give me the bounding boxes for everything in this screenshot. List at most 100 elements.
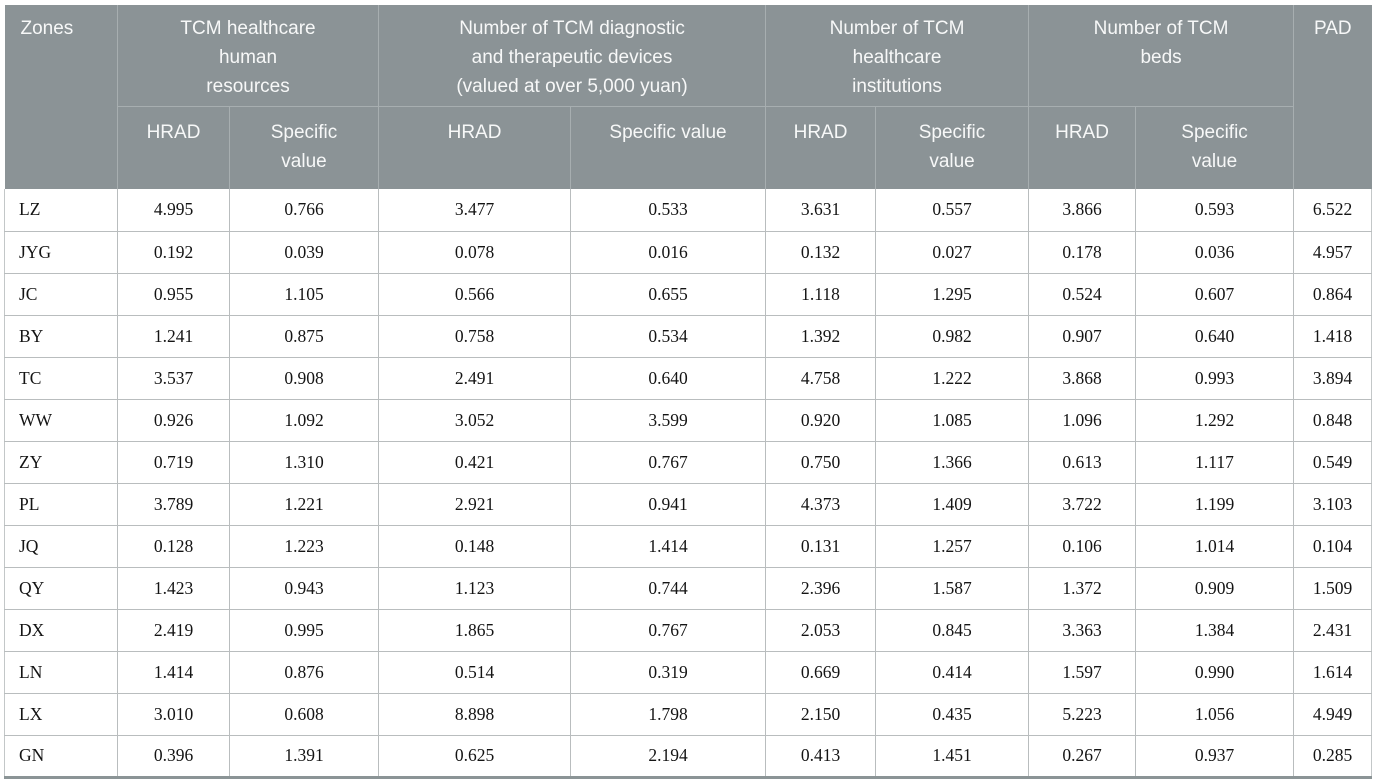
value-cell: 0.078 — [378, 231, 571, 274]
value-cell: 0.104 — [1293, 525, 1373, 568]
value-cell: 0.608 — [228, 693, 379, 736]
value-cell: 1.096 — [1028, 399, 1136, 442]
value-cell: 0.285 — [1293, 735, 1373, 778]
value-cell: 0.744 — [570, 567, 766, 610]
value-cell: 1.597 — [1028, 651, 1136, 694]
zone-cell: JC — [4, 273, 118, 316]
table-row: GN 0.396 1.391 0.625 2.194 0.413 1.451 0.267 0.9… — [4, 735, 1373, 778]
value-cell: 0.027 — [875, 231, 1029, 274]
value-cell: 0.192 — [117, 231, 230, 274]
value-cell: 1.409 — [875, 483, 1029, 526]
zone-cell: BY — [4, 315, 118, 358]
subheader-specific-healthcare-institutions: Specific value — [875, 106, 1029, 189]
value-cell: 0.566 — [378, 273, 571, 316]
table-row: TC 3.537 0.908 2.491 0.640 4.758 1.222 3.868 0.9… — [4, 357, 1373, 400]
value-cell: 1.509 — [1293, 567, 1373, 610]
value-cell: 1.292 — [1135, 399, 1294, 442]
value-cell: 2.150 — [765, 693, 876, 736]
table-row: ZY 0.719 1.310 0.421 0.767 0.750 1.366 0.613 1.1… — [4, 441, 1373, 484]
value-cell: 3.477 — [378, 189, 571, 232]
zone-cell: JQ — [4, 525, 118, 568]
value-cell: 0.132 — [765, 231, 876, 274]
tcm-resources-table: Zones TCM healthcare human resources Num… — [4, 5, 1373, 779]
value-cell: 0.435 — [875, 693, 1029, 736]
col-header-zones: Zones — [4, 5, 118, 189]
subheader-hrad-human-resources: HRAD — [117, 106, 230, 189]
zone-cell: ZY — [4, 441, 118, 484]
value-cell: 1.085 — [875, 399, 1029, 442]
value-cell: 0.039 — [228, 231, 379, 274]
value-cell: 0.864 — [1293, 273, 1373, 316]
table-row: JC 0.955 1.105 0.566 0.655 1.118 1.295 0.524 0.6… — [4, 273, 1373, 316]
zone-cell: GN — [4, 735, 118, 778]
table-row: DX 2.419 0.995 1.865 0.767 2.053 0.845 3.363 1.3… — [4, 609, 1373, 652]
value-cell: 3.363 — [1028, 609, 1136, 652]
value-cell: 4.758 — [765, 357, 876, 400]
value-cell: 8.898 — [378, 693, 571, 736]
group-header-beds: Number of TCM beds — [1028, 5, 1294, 107]
value-cell: 1.123 — [378, 567, 571, 610]
value-cell: 0.613 — [1028, 441, 1136, 484]
table-row: LZ 4.995 0.766 3.477 0.533 3.631 0.557 3.866 0.5… — [4, 189, 1373, 232]
zone-cell: LX — [4, 693, 118, 736]
value-cell: 1.223 — [228, 525, 379, 568]
value-cell: 0.937 — [1135, 735, 1294, 778]
group-header-human-resources: TCM healthcare human resources — [116, 5, 379, 107]
value-cell: 0.131 — [765, 525, 876, 568]
value-cell: 0.993 — [1135, 357, 1294, 400]
value-cell: 2.491 — [378, 357, 571, 400]
value-cell: 0.907 — [1028, 315, 1136, 358]
value-cell: 1.451 — [875, 735, 1029, 778]
value-cell: 1.587 — [875, 567, 1029, 610]
value-cell: 2.431 — [1293, 609, 1373, 652]
col-header-pad: PAD — [1293, 5, 1372, 189]
zone-cell: PL — [4, 483, 118, 526]
subheader-specific-human-resources: Specific value — [228, 106, 379, 189]
value-cell: 1.366 — [875, 441, 1029, 484]
value-cell: 4.373 — [765, 483, 876, 526]
value-cell: 0.982 — [875, 315, 1029, 358]
value-cell: 0.128 — [117, 525, 230, 568]
value-cell: 1.295 — [875, 273, 1029, 316]
value-cell: 0.909 — [1135, 567, 1294, 610]
value-cell: 1.614 — [1293, 651, 1373, 694]
value-cell: 1.423 — [117, 567, 230, 610]
subheader-specific-beds: Specific value — [1135, 106, 1294, 189]
value-cell: 4.995 — [117, 189, 230, 232]
value-cell: 3.868 — [1028, 357, 1136, 400]
value-cell: 5.223 — [1028, 693, 1136, 736]
value-cell: 0.995 — [228, 609, 379, 652]
value-cell: 0.640 — [1135, 315, 1294, 358]
value-cell: 0.848 — [1293, 399, 1373, 442]
value-cell: 0.943 — [228, 567, 379, 610]
value-cell: 2.194 — [570, 735, 766, 778]
value-cell: 0.607 — [1135, 273, 1294, 316]
value-cell: 0.414 — [875, 651, 1029, 694]
value-cell: 0.926 — [117, 399, 230, 442]
value-cell: 0.758 — [378, 315, 571, 358]
value-cell: 0.396 — [117, 735, 230, 778]
group-header-healthcare-institutions: Number of TCM healthcare institutions — [765, 5, 1029, 107]
value-cell: 0.267 — [1028, 735, 1136, 778]
value-cell: 0.106 — [1028, 525, 1136, 568]
value-cell: 3.537 — [117, 357, 230, 400]
table-row: WW 0.926 1.092 3.052 3.599 0.920 1.085 1.096 1.2… — [4, 399, 1373, 442]
value-cell: 2.053 — [765, 609, 876, 652]
table-row: LN 1.414 0.876 0.514 0.319 0.669 0.414 1.597 0.9… — [4, 651, 1373, 694]
value-cell: 0.421 — [378, 441, 571, 484]
zone-cell: LN — [4, 651, 118, 694]
value-cell: 0.719 — [117, 441, 230, 484]
value-cell: 1.241 — [117, 315, 230, 358]
value-cell: 1.798 — [570, 693, 766, 736]
value-cell: 0.941 — [570, 483, 766, 526]
value-cell: 0.625 — [378, 735, 571, 778]
zone-cell: DX — [4, 609, 118, 652]
value-cell: 1.221 — [228, 483, 379, 526]
sub-header-row: HRAD Specific value HRAD Specific value … — [5, 106, 1372, 189]
zone-cell: LZ — [4, 189, 118, 232]
value-cell: 2.419 — [117, 609, 230, 652]
zone-cell: QY — [4, 567, 118, 610]
value-cell: 3.722 — [1028, 483, 1136, 526]
value-cell: 0.549 — [1293, 441, 1373, 484]
value-cell: 0.148 — [378, 525, 571, 568]
